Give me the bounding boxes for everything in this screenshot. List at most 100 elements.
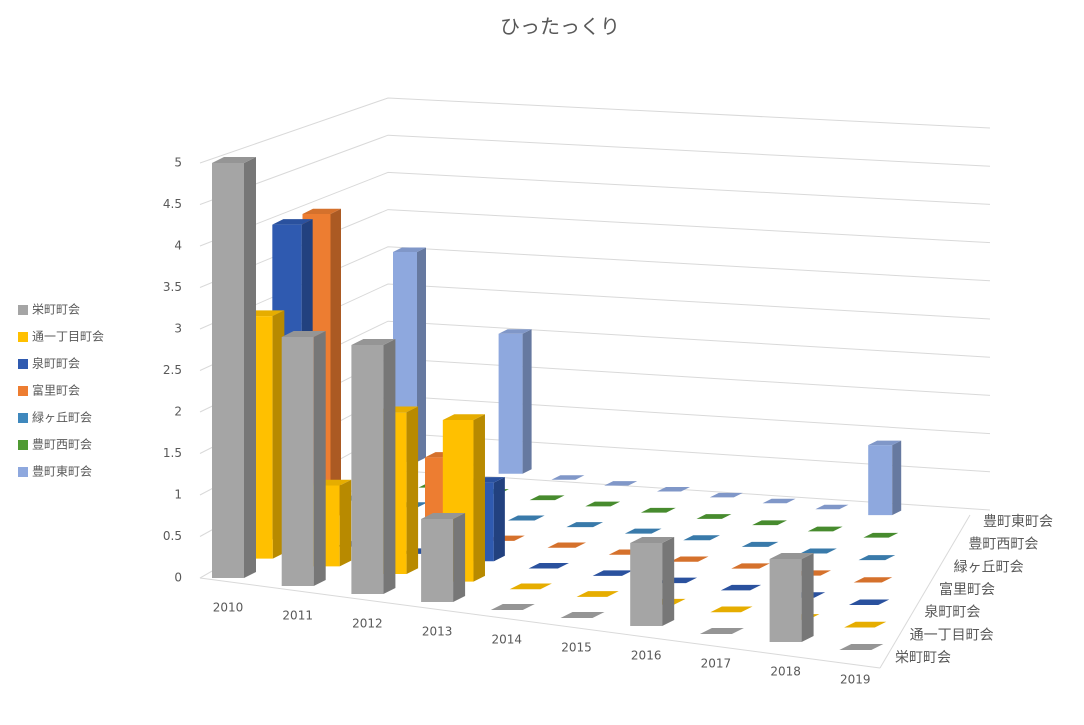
x-tick-label: 2014 — [492, 633, 523, 647]
legend-label: 緑ヶ丘町会 — [32, 410, 92, 425]
x-tick-label: 2010 — [213, 601, 244, 615]
bar — [551, 475, 585, 480]
y-tick-label: 3.5 — [163, 280, 182, 294]
bar-top — [547, 542, 586, 548]
x-tick-label: 2015 — [561, 641, 592, 655]
bar-side — [406, 406, 419, 574]
legend-label: 栄町町会 — [32, 303, 80, 317]
bar-top — [442, 414, 485, 420]
bar-top — [498, 329, 532, 334]
bar-side — [662, 537, 675, 626]
bar — [640, 507, 676, 513]
bar-side — [339, 479, 352, 567]
legend-swatch — [18, 359, 28, 369]
y-tick-label: 4 — [174, 239, 182, 253]
y-tick-label: 0.5 — [163, 529, 182, 543]
grid-line — [199, 209, 991, 288]
bar-side — [244, 157, 256, 578]
bar-top — [696, 514, 732, 519]
legend-label: 豊町東町会 — [32, 465, 92, 479]
depth-tick-label: 通一丁目町会 — [910, 627, 994, 643]
bar — [624, 528, 662, 534]
depth-tick-label: 富里町会 — [939, 581, 995, 598]
bar — [683, 535, 720, 541]
bar — [752, 520, 787, 526]
grid-line — [199, 171, 991, 247]
bar-front — [212, 163, 244, 578]
legend-label: 泉町町会 — [32, 357, 80, 371]
bar-side — [272, 310, 285, 559]
legend-label: 富里町会 — [32, 383, 80, 398]
x-tick-label: 2012 — [352, 617, 383, 631]
bar — [670, 556, 709, 562]
bar — [630, 537, 675, 626]
bar-top — [393, 247, 426, 252]
bar-top — [741, 541, 779, 547]
bar — [853, 577, 893, 583]
bar-front — [630, 543, 663, 626]
x-tick-label: 2017 — [701, 657, 732, 671]
bar-top — [640, 507, 676, 513]
bar — [528, 563, 569, 569]
bar — [281, 331, 326, 586]
bar-top — [863, 532, 899, 538]
bar-top — [762, 498, 796, 504]
bar-side — [417, 247, 426, 462]
x-tick-label: 2018 — [770, 665, 801, 679]
y-tick-label: 3 — [174, 322, 182, 336]
bar-side — [892, 440, 902, 516]
bar — [800, 548, 837, 554]
legend-label: 豊町西町会 — [32, 438, 92, 452]
x-tick-label: 2016 — [631, 649, 662, 663]
legend-swatch — [18, 413, 28, 423]
bar-top — [683, 535, 720, 541]
depth-tick-label: 栄町町会 — [895, 650, 951, 666]
legend-swatch — [18, 332, 28, 342]
bar — [762, 498, 796, 504]
bar — [858, 555, 896, 561]
y-tick-label: 1 — [174, 488, 182, 502]
bar — [807, 526, 843, 532]
bar-top — [848, 599, 890, 606]
bar — [868, 440, 902, 516]
bar-side — [801, 553, 814, 642]
bar-top — [212, 157, 256, 163]
bar-top — [529, 495, 565, 501]
bar — [769, 553, 814, 642]
bar — [566, 522, 604, 528]
bar — [212, 157, 256, 578]
legend-swatch — [18, 440, 28, 450]
bar-top — [853, 577, 893, 583]
bar — [585, 501, 621, 507]
bar-top — [566, 522, 604, 528]
bar — [490, 604, 535, 610]
bar-top — [752, 520, 787, 526]
bar — [696, 514, 732, 519]
bar-side — [473, 414, 485, 582]
bar — [839, 644, 884, 650]
y-tick-label: 1.5 — [163, 446, 182, 460]
bar-top — [604, 481, 638, 486]
bar-front — [498, 333, 523, 474]
bar — [741, 541, 779, 547]
bar-top — [624, 528, 662, 534]
bar — [604, 481, 638, 486]
bar-side — [522, 329, 532, 474]
bar — [720, 584, 762, 591]
y-tick-label: 4.5 — [163, 197, 182, 211]
bar-top — [769, 553, 814, 559]
bar-top — [807, 526, 843, 532]
bar-top — [630, 537, 675, 543]
bar-top — [858, 555, 896, 561]
bar-front — [281, 337, 314, 586]
floor-line — [199, 577, 881, 669]
bar — [699, 628, 744, 634]
bar — [731, 563, 770, 569]
legend-swatch — [18, 305, 28, 315]
bar — [529, 495, 565, 501]
bar-top — [490, 604, 535, 610]
bar-top — [800, 548, 837, 554]
bar-top — [585, 501, 621, 507]
y-tick-label: 2 — [174, 405, 182, 419]
